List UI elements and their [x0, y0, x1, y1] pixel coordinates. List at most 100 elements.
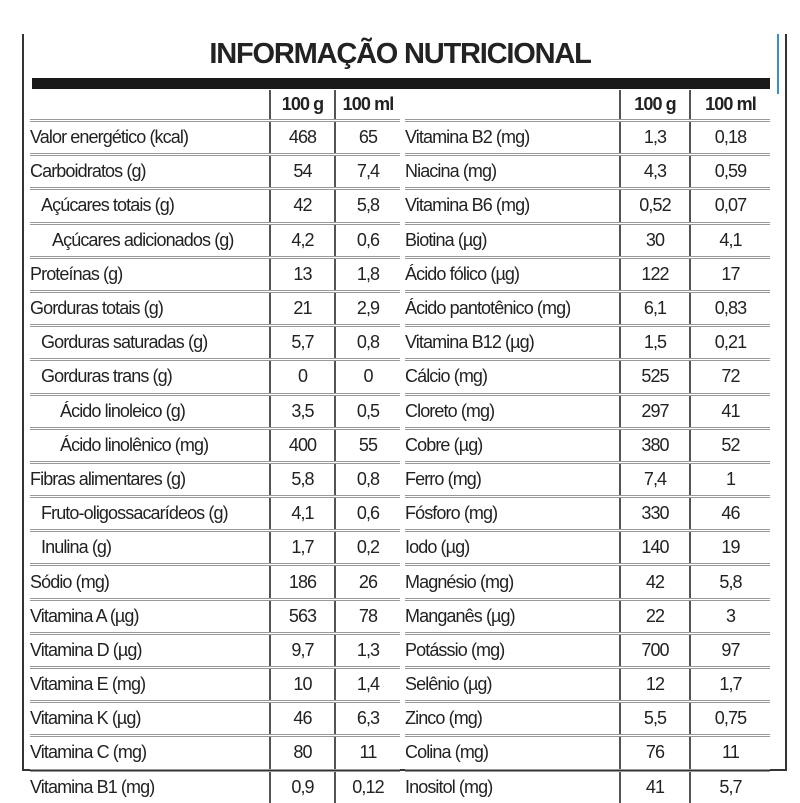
value-100ml: 17 [689, 257, 770, 293]
table-row: Sódio (mg) 186 26 [30, 564, 400, 601]
value-100g: 80 [269, 735, 335, 772]
nutrient-label: Ácido linolênico (mg) [30, 428, 270, 464]
table-row: Inulina (g) 1,7 0,2 [30, 530, 400, 567]
header-row: 100 g 100 ml [405, 90, 770, 122]
label-frame [22, 34, 787, 771]
value-100g: 10 [269, 667, 335, 704]
nutrient-label: Ácido linoleico (g) [30, 394, 270, 430]
value-100ml: 1,4 [334, 667, 400, 704]
nutrient-label: Proteínas (g) [30, 257, 270, 293]
nutrient-label: Magnésio (mg) [405, 564, 620, 601]
value-100ml: 0,6 [334, 223, 400, 259]
table-row: Vitamina B2 (mg) 1,3 0,18 [405, 120, 770, 157]
table-row: Colina (mg) 76 11 [405, 735, 770, 772]
table-row: Magnésio (mg) 42 5,8 [405, 564, 770, 601]
value-100ml: 1 [689, 462, 770, 499]
value-100g: 525 [619, 359, 690, 396]
table-row: Niacina (mg) 4,3 0,59 [405, 154, 770, 191]
table-row: Açúcares adicionados (g) 4,2 0,6 [30, 223, 400, 259]
value-100ml: 6,3 [334, 701, 400, 738]
value-100ml: 46 [689, 496, 770, 533]
nutrient-label: Vitamina E (mg) [30, 667, 270, 704]
nutrient-label: Vitamina C (mg) [30, 735, 270, 772]
table-row: Vitamina B1 (mg) 0,9 0,12 [30, 770, 400, 803]
value-100ml: 0,5 [334, 394, 400, 430]
table-row: Vitamina E (mg) 10 1,4 [30, 667, 400, 704]
value-100g: 9,7 [269, 633, 335, 670]
value-100g: 400 [269, 428, 335, 464]
table-row: Selênio (µg) 12 1,7 [405, 667, 770, 704]
table-row: Cobre (µg) 380 52 [405, 428, 770, 464]
value-100g: 468 [269, 120, 335, 157]
value-100g: 42 [619, 564, 690, 601]
nutrient-label: Colina (mg) [405, 735, 620, 772]
nutrient-label: Valor energético (kcal) [30, 120, 270, 157]
value-100g: 5,7 [269, 325, 335, 362]
value-100ml: 0,83 [689, 291, 770, 328]
value-100g: 7,4 [619, 462, 690, 499]
value-100ml: 5,8 [334, 188, 400, 225]
header-100g: 100 g [619, 90, 690, 122]
value-100ml: 0,8 [334, 462, 400, 499]
nutrient-label: Vitamina A (µg) [30, 599, 270, 635]
value-100g: 4,3 [619, 154, 690, 191]
value-100ml: 7,4 [334, 154, 400, 191]
table-row: Manganês (µg) 22 3 [405, 599, 770, 635]
nutrient-label: Vitamina B2 (mg) [405, 120, 620, 157]
table-row: Fósforo (mg) 330 46 [405, 496, 770, 533]
value-100g: 4,1 [269, 496, 335, 533]
value-100g: 0,52 [619, 188, 690, 225]
header-label-cell [30, 90, 270, 122]
value-100g: 1,7 [269, 530, 335, 567]
nutrient-label: Ácido pantotênico (mg) [405, 291, 620, 328]
table-row: Valor energético (kcal) 468 65 [30, 120, 400, 157]
page-title: INFORMAÇÃO NUTRICIONAL [209, 38, 591, 70]
table-row: Vitamina B6 (mg) 0,52 0,07 [405, 188, 770, 225]
nutrient-label: Vitamina B1 (mg) [30, 776, 155, 797]
table-row: Potássio (mg) 700 97 [405, 633, 770, 670]
value-100g: 297 [619, 394, 690, 430]
value-100g: 5,5 [619, 701, 690, 738]
value-100ml: 5,8 [689, 564, 770, 601]
table-row: Vitamina B12 (µg) 1,5 0,21 [405, 325, 770, 362]
nutrient-label: Niacina (mg) [405, 154, 620, 191]
value-100ml: 0,75 [689, 701, 770, 738]
table-row: Ferro (mg) 7,4 1 [405, 462, 770, 499]
table-row: Ácido linoleico (g) 3,5 0,5 [30, 394, 400, 430]
value-100ml: 3 [689, 599, 770, 635]
value-100ml: 0,18 [689, 120, 770, 157]
value-100ml: 26 [334, 564, 400, 601]
nutrient-label: Fruto-oligossacarídeos (g) [30, 496, 270, 533]
value-100g: 122 [619, 257, 690, 293]
value-100ml: 65 [334, 120, 400, 157]
value-100g: 140 [619, 530, 690, 567]
edge-accent [777, 34, 779, 94]
nutrient-label: Cobre (µg) [405, 428, 620, 464]
table-row: Carboidratos (g) 54 7,4 [30, 154, 400, 191]
value-100g: 4,2 [269, 223, 335, 259]
value-100g: 330 [619, 496, 690, 533]
value-100ml: 0,2 [334, 530, 400, 567]
nutrient-label: Fósforo (mg) [405, 496, 620, 533]
value-100ml: 5,7 [689, 770, 770, 803]
table-row: Fibras alimentares (g) 5,8 0,8 [30, 462, 400, 499]
value-100g: 5,8 [269, 462, 335, 499]
nutrition-table-left: 100 g 100 ml Valor energético (kcal) 468 6… [30, 90, 400, 803]
table-row: Gorduras saturadas (g) 5,7 0,8 [30, 325, 400, 362]
table-row: Cloreto (mg) 297 41 [405, 394, 770, 430]
table-row: Fruto-oligossacarídeos (g) 4,1 0,6 [30, 496, 400, 533]
table-row: Iodo (µg) 140 19 [405, 530, 770, 567]
value-100g: 0 [269, 359, 335, 396]
nutrient-label: Açúcares totais (g) [30, 188, 270, 225]
table-row: Cálcio (mg) 525 72 [405, 359, 770, 396]
nutrient-label: Vitamina K (µg) [30, 701, 270, 738]
value-100ml: 41 [689, 394, 770, 430]
nutrient-label: Zinco (mg) [405, 701, 620, 738]
value-100ml: 0,59 [689, 154, 770, 191]
value-100ml: 1,8 [334, 257, 400, 293]
nutrient-label: Manganês (µg) [405, 599, 620, 635]
value-100g: 54 [269, 154, 335, 191]
nutrient-label: Gorduras trans (g) [30, 359, 270, 396]
title-rule [32, 78, 770, 89]
table-row: Vitamina D (µg) 9,7 1,3 [30, 633, 400, 670]
